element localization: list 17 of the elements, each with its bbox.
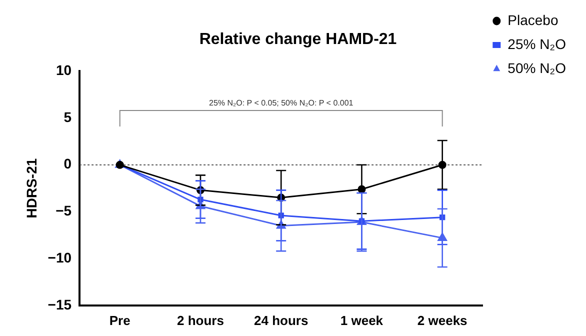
legend-label: 50% N₂O [508, 60, 566, 76]
annotation: 25% N₂O: P < 0.05; 50% N₂O: P < 0.001 [208, 98, 354, 108]
chart-title: Relative change HAMD-21 [199, 31, 397, 48]
x-tick-label: 1 week [340, 312, 384, 328]
y-tick-label: −15 [48, 296, 72, 312]
y-tick-label: −5 [56, 202, 72, 219]
x-tick-label: 2 weeks [417, 312, 468, 328]
x-tick-label: 24 hours [254, 312, 308, 328]
y-tick-label: 5 [64, 108, 72, 125]
x-tick-label: 2 hours [176, 312, 224, 328]
legend-label: Placebo [508, 12, 558, 28]
y-axis-title: HDRS-21 [23, 158, 40, 218]
y-tick-label: 0 [64, 156, 72, 172]
y-tick-label: −10 [48, 249, 72, 266]
legend-label: 25% N₂O [508, 36, 566, 52]
y-tick-label: 10 [56, 62, 72, 78]
x-tick-label: Pre [109, 312, 130, 328]
